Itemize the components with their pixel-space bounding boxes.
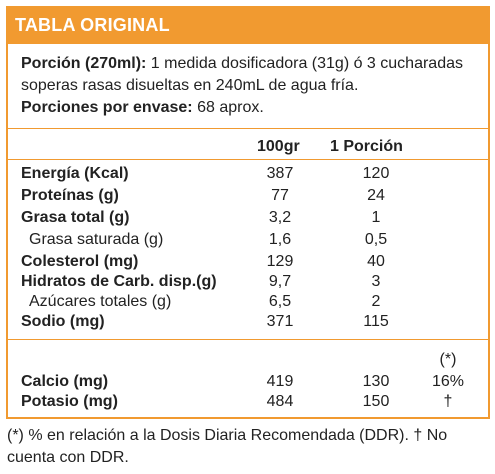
row-value-100g: 419 (266, 373, 294, 390)
row-label: Grasa total (g) (21, 209, 130, 226)
portion-text: 1 medida dosificadora (31g) ó 3 cucharad… (21, 55, 463, 94)
row-value-100g: 3,2 (268, 209, 292, 226)
row-value-100g: 371 (266, 313, 294, 330)
row-value-portion: 130 (362, 373, 390, 390)
row-value-portion: 1 (371, 209, 381, 226)
table-row: Hidratos de Carb. disp.(g) 9,7 3 (21, 272, 487, 291)
footnote: (*) % en relación a la Dosis Diaria Reco… (7, 427, 448, 466)
table-row: Proteínas (g) 77 24 (21, 186, 487, 205)
row-label: Hidratos de Carb. disp.(g) (21, 273, 217, 290)
row-value-100g: 6,5 (268, 293, 292, 310)
table-row: Azúcares totales (g) 6,5 2 (21, 292, 487, 311)
divider-columns (8, 159, 488, 160)
table-row: Grasa saturada (g) 1,6 0,5 (21, 230, 487, 249)
table-title: TABLA ORIGINAL (15, 15, 170, 35)
table-row: Sodio (mg) 371 115 (21, 312, 487, 331)
servings-label: Porciones por envase: (21, 99, 193, 116)
portion-line: Porción (270ml): 1 medida dosificadora (… (21, 53, 487, 97)
row-value-portion: 24 (367, 187, 385, 204)
table-row: Grasa total (g) 3,2 1 (21, 208, 487, 227)
row-label: Calcio (mg) (21, 373, 109, 390)
servings-line: Porciones por envase: 68 aprox. (21, 97, 487, 119)
row-value-portion: 115 (363, 313, 389, 330)
column-header-portion: 1 Porción (330, 138, 403, 155)
row-value-ddr: † (443, 393, 453, 410)
divider-minerals (8, 339, 488, 340)
table-row: Energía (Kcal) 387 120 (21, 164, 487, 183)
row-value-100g: 9,7 (268, 273, 292, 290)
row-value-portion: 150 (362, 393, 390, 410)
row-label: Grasa saturada (g) (29, 231, 164, 248)
row-value-100g: 484 (266, 393, 294, 410)
row-value-100g: 387 (266, 165, 294, 182)
ddr-column-marker: (*) (439, 351, 457, 368)
portion-label: Porción (270ml): (21, 55, 147, 72)
row-value-ddr: 16% (431, 373, 465, 390)
row-value-portion: 120 (362, 165, 390, 182)
serving-info: Porción (270ml): 1 medida dosificadora (… (21, 53, 487, 119)
row-label: Sodio (mg) (21, 313, 105, 330)
row-label: Proteínas (g) (21, 187, 119, 204)
row-value-portion: 3 (371, 273, 381, 290)
row-value-100g: 1,6 (268, 231, 292, 248)
table-row: Colesterol (mg) 129 40 (21, 252, 487, 271)
row-value-portion: 40 (367, 253, 385, 270)
row-value-portion: 2 (371, 293, 381, 310)
row-label: Potasio (mg) (21, 393, 118, 410)
row-value-100g: 129 (266, 253, 294, 270)
row-value-100g: 77 (271, 187, 289, 204)
row-value-portion: 0,5 (364, 231, 388, 248)
column-header-100g: 100gr (257, 138, 300, 155)
servings-text: 68 aprox. (192, 99, 264, 116)
row-label: Azúcares totales (g) (29, 293, 172, 310)
table-row: Potasio (mg) 484 150 † (21, 392, 487, 411)
divider-serving (8, 128, 488, 129)
row-label: Colesterol (mg) (21, 253, 139, 270)
nutrition-table: TABLA ORIGINAL Porción (270ml): 1 medida… (6, 6, 490, 419)
table-header-bar: TABLA ORIGINAL (8, 8, 488, 44)
row-label: Energía (Kcal) (21, 165, 129, 182)
table-row: Calcio (mg) 419 130 16% (21, 372, 487, 391)
